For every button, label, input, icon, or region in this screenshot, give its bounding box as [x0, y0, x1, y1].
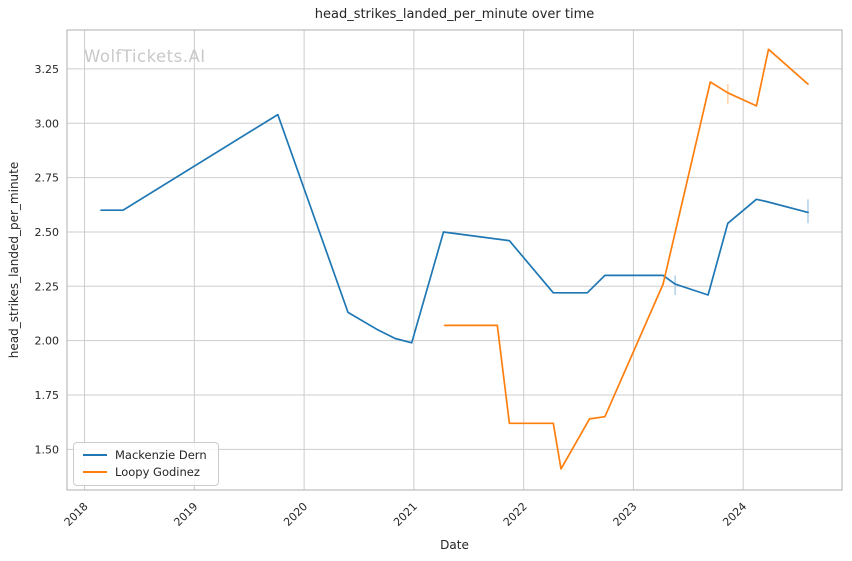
legend-item-mackenzie-dern: Mackenzie Dern: [83, 448, 207, 462]
y-tick-label: 2.75: [35, 172, 60, 185]
x-tick-label: 2018: [62, 500, 91, 529]
series-line: [443, 48, 809, 470]
y-tick-label: 1.50: [35, 443, 60, 456]
legend-label: Mackenzie Dern: [115, 448, 207, 462]
legend-label: Loopy Godinez: [115, 465, 200, 479]
x-tick-label: 2019: [171, 500, 200, 529]
y-tick-label: 1.75: [35, 389, 60, 402]
series-line: [100, 113, 809, 344]
chart-title: head_strikes_landed_per_minute over time: [314, 7, 595, 22]
legend: Mackenzie Dern Loopy Godinez: [73, 442, 219, 486]
y-tick-label: 2.00: [35, 335, 60, 348]
y-tick-label: 2.25: [35, 280, 60, 293]
y-tick-label: 2.50: [35, 226, 60, 239]
x-tick-label: 2020: [281, 500, 310, 529]
x-axis-label: Date: [440, 538, 469, 552]
watermark: WolfTickets.AI: [84, 47, 206, 66]
axes-spines: [66, 29, 843, 491]
x-tick-label: 2022: [501, 500, 530, 529]
x-tick-label: 2024: [720, 500, 749, 529]
y-tick-label: 3.25: [35, 63, 60, 76]
legend-line-swatch-blue: [83, 454, 107, 456]
legend-item-loopy-godinez: Loopy Godinez: [83, 465, 207, 479]
y-axis-label: head_strikes_landed_per_minute: [7, 161, 21, 359]
y-tick-label: 3.00: [35, 117, 60, 130]
legend-line-swatch-orange: [83, 471, 107, 473]
x-tick-label: 2021: [391, 500, 420, 529]
x-tick-label: 2023: [611, 500, 640, 529]
